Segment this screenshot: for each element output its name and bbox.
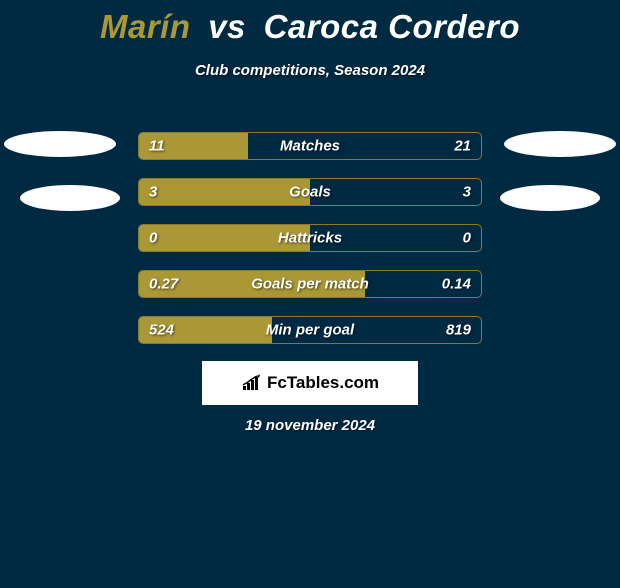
stat-bar: 0 Hattricks 0 (138, 224, 482, 252)
stat-right-value: 21 (454, 138, 471, 155)
stat-bar: 0.27 Goals per match 0.14 (138, 270, 482, 298)
player1-avatar-bot (20, 185, 120, 211)
logo-text: FcTables.com (267, 373, 379, 393)
player1-name: Marín (100, 8, 191, 45)
stat-label: Goals (139, 184, 481, 201)
player2-avatar-bot (500, 185, 600, 211)
player2-avatar-top (504, 131, 616, 157)
subtitle: Club competitions, Season 2024 (0, 62, 620, 79)
stat-bar: 524 Min per goal 819 (138, 316, 482, 344)
comparison-title: Marín vs Caroca Cordero (0, 8, 620, 46)
date-text: 19 november 2024 (0, 417, 620, 434)
stat-right-value: 0 (463, 230, 471, 247)
logo-box: FcTables.com (202, 361, 418, 405)
stat-right-value: 819 (446, 322, 471, 339)
chart-icon (241, 374, 263, 392)
stat-bar: 11 Matches 21 (138, 132, 482, 160)
stat-right-value: 0.14 (442, 276, 471, 293)
stat-label: Goals per match (139, 276, 481, 293)
stat-label: Matches (139, 138, 481, 155)
stat-bar: 3 Goals 3 (138, 178, 482, 206)
logo: FcTables.com (241, 373, 379, 393)
player1-avatar-top (4, 131, 116, 157)
stats-bars: 11 Matches 21 3 Goals 3 0 Hattricks 0 0.… (138, 132, 482, 362)
stat-right-value: 3 (463, 184, 471, 201)
player2-name: Caroca Cordero (264, 8, 520, 45)
stat-label: Min per goal (139, 322, 481, 339)
vs-text: vs (208, 8, 246, 45)
stat-label: Hattricks (139, 230, 481, 247)
